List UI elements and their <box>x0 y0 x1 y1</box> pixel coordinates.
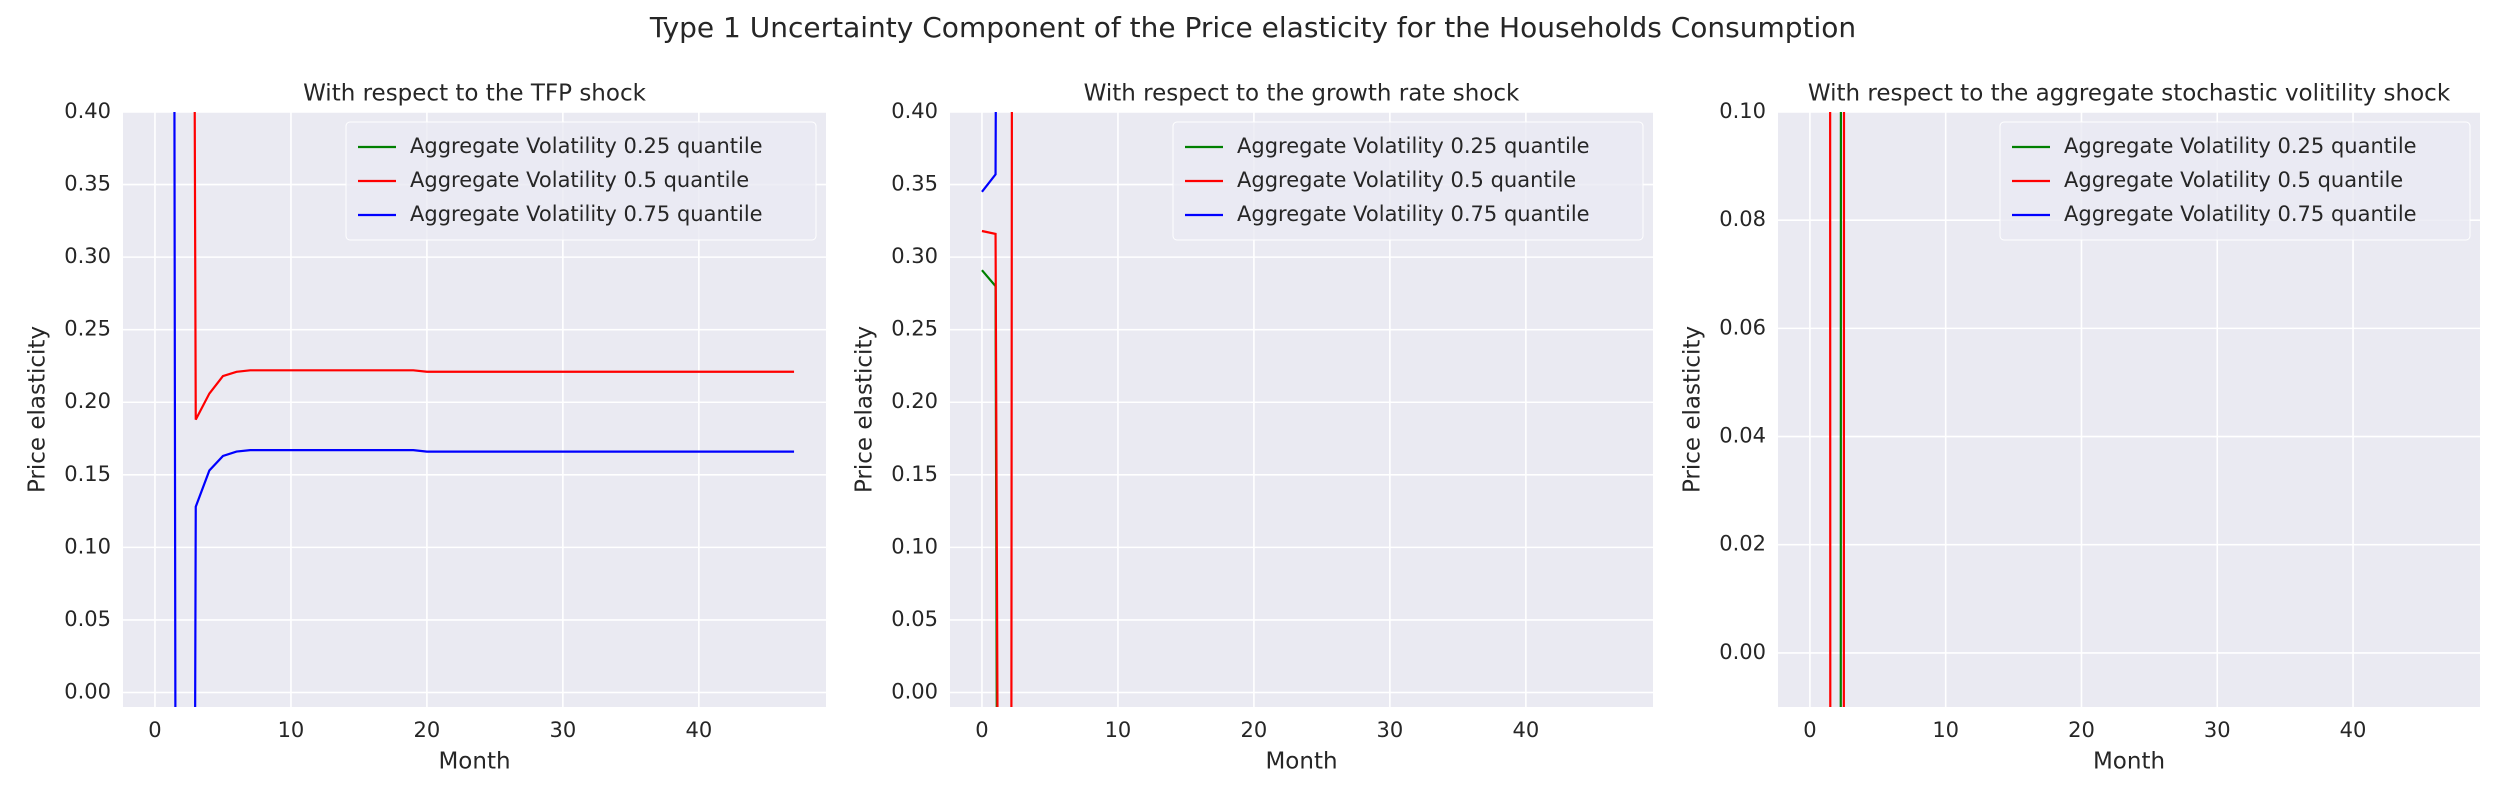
y-tick-label: 0.08 <box>1719 207 1766 231</box>
y-tick-label: 0.10 <box>891 534 938 558</box>
legend-label: Aggregate Volatility 0.75 quantile <box>410 202 763 226</box>
y-axis-label: Price elasticity <box>25 326 51 493</box>
y-tick-label: 0.20 <box>891 389 938 413</box>
x-tick-label: 20 <box>1241 718 1268 742</box>
legend-label: Aggregate Volatility 0.5 quantile <box>410 168 749 192</box>
y-tick-label: 0.25 <box>64 317 111 341</box>
y-tick-label: 0.30 <box>891 244 938 268</box>
y-tick-label: 0.10 <box>1719 99 1766 123</box>
figure-title: Type 1 Uncertainty Component of the Pric… <box>649 11 1856 44</box>
legend-label: Aggregate Volatility 0.5 quantile <box>2064 168 2403 192</box>
x-tick-label: 40 <box>2340 718 2367 742</box>
x-tick-label: 10 <box>1932 718 1959 742</box>
x-tick-label: 0 <box>975 718 988 742</box>
series-line <box>193 112 795 421</box>
x-tick-label: 10 <box>1105 718 1132 742</box>
legend-label: Aggregate Volatility 0.25 quantile <box>410 134 763 158</box>
y-axis-label: Price elasticity <box>852 326 878 493</box>
x-axis-label: Month <box>2093 749 2165 775</box>
y-tick-label: 0.15 <box>891 462 938 486</box>
legend-box <box>345 121 817 241</box>
series-line <box>981 112 1013 707</box>
legend-box <box>1999 121 2471 241</box>
y-tick-label: 0.04 <box>1719 424 1766 448</box>
series-line <box>173 112 795 707</box>
y-tick-label: 0.00 <box>891 679 938 703</box>
y-tick-label: 0.25 <box>891 317 938 341</box>
y-tick-label: 0.35 <box>891 172 938 196</box>
subplot-title: With respect to the aggregate stochastic… <box>1808 81 2451 107</box>
x-tick-label: 40 <box>1512 718 1539 742</box>
y-tick-label: 0.06 <box>1719 315 1766 339</box>
subplot-title: With respect to the growth rate shock <box>1084 81 1520 107</box>
series-line <box>981 112 997 193</box>
y-tick-label: 0.05 <box>64 607 111 631</box>
x-tick-label: 30 <box>2204 718 2231 742</box>
x-tick-label: 20 <box>414 718 441 742</box>
legend-label: Aggregate Volatility 0.75 quantile <box>1237 202 1590 226</box>
y-tick-label: 0.30 <box>64 244 111 268</box>
series-line <box>1829 112 1846 707</box>
y-tick-label: 0.15 <box>64 462 111 486</box>
x-tick-label: 30 <box>1377 718 1404 742</box>
x-tick-label: 10 <box>278 718 305 742</box>
legend-label: Aggregate Volatility 0.5 quantile <box>1237 168 1576 192</box>
y-tick-label: 0.40 <box>64 99 111 123</box>
y-tick-label: 0.00 <box>1719 640 1766 664</box>
x-tick-label: 20 <box>2068 718 2095 742</box>
y-tick-label: 0.35 <box>64 172 111 196</box>
y-tick-label: 0.02 <box>1719 532 1766 556</box>
x-axis-label: Month <box>438 749 510 775</box>
y-tick-label: 0.20 <box>64 389 111 413</box>
x-tick-label: 0 <box>1803 718 1816 742</box>
legend-label: Aggregate Volatility 0.25 quantile <box>2064 134 2417 158</box>
y-tick-label: 0.05 <box>891 607 938 631</box>
y-axis-label: Price elasticity <box>1680 326 1706 493</box>
x-tick-label: 0 <box>148 718 161 742</box>
legend-box <box>1172 121 1644 241</box>
y-tick-label: 0.40 <box>891 99 938 123</box>
legend-label: Aggregate Volatility 0.25 quantile <box>1237 134 1590 158</box>
x-tick-label: 30 <box>550 718 577 742</box>
x-axis-label: Month <box>1265 749 1337 775</box>
y-tick-label: 0.00 <box>64 679 111 703</box>
x-tick-label: 40 <box>685 718 712 742</box>
subplot-title: With respect to the TFP shock <box>303 81 647 107</box>
y-tick-label: 0.10 <box>64 534 111 558</box>
legend-label: Aggregate Volatility 0.75 quantile <box>2064 202 2417 226</box>
